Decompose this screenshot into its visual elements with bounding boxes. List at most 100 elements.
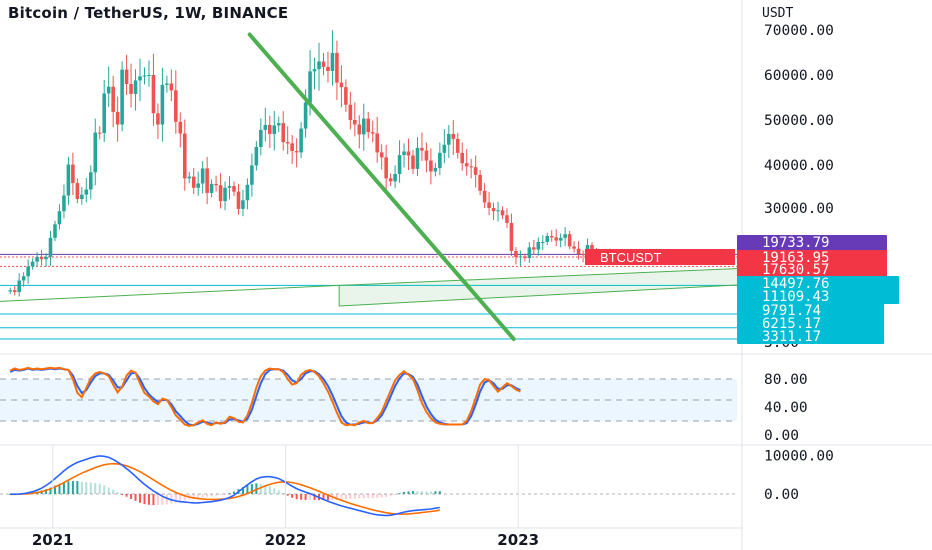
- candle: [250, 165, 254, 185]
- price-axis-tick: 60000.00: [764, 68, 834, 84]
- candle: [48, 237, 53, 257]
- candle: [509, 222, 514, 251]
- macd-histogram-bar: [344, 494, 347, 500]
- candle: [200, 168, 205, 184]
- candle: [388, 178, 393, 182]
- macd-histogram-bar: [407, 491, 410, 494]
- price-axis-tick: 50000.00: [764, 113, 834, 129]
- candle: [415, 147, 420, 169]
- macd-histogram-bar: [313, 494, 316, 501]
- macd-histogram-bar: [286, 494, 289, 496]
- macd-histogram-bar: [371, 494, 374, 499]
- level-label: 3311.17: [762, 329, 821, 345]
- macd-histogram-bar: [215, 494, 218, 496]
- candle: [276, 123, 281, 126]
- price-axis-tick: 30000.00: [764, 201, 834, 217]
- candle: [290, 143, 294, 152]
- candle: [500, 210, 505, 216]
- candle: [397, 155, 402, 175]
- candle: [268, 124, 272, 134]
- candle: [554, 237, 558, 241]
- macd-histogram-bar: [353, 494, 356, 499]
- candle: [567, 234, 572, 247]
- stoch-axis-tick: 40.00: [764, 400, 808, 416]
- macd-histogram-bar: [425, 491, 428, 494]
- candle: [321, 61, 326, 67]
- candle: [294, 151, 299, 153]
- candle: [317, 61, 321, 70]
- candle: [160, 84, 165, 125]
- candle: [236, 191, 241, 209]
- candle: [375, 133, 379, 153]
- candle: [285, 142, 290, 144]
- macd-histogram-bar: [300, 494, 303, 500]
- candle: [57, 211, 62, 225]
- macd-histogram-bar: [335, 494, 338, 500]
- macd-histogram-bar: [376, 494, 379, 498]
- macd-histogram-bar: [394, 494, 397, 495]
- level-label-bg: [737, 329, 884, 344]
- macd-histogram-bar: [170, 494, 173, 504]
- candle: [124, 69, 129, 84]
- macd-histogram-bar: [206, 494, 209, 497]
- channel-lower-line: [339, 284, 743, 307]
- level-label-bg: [737, 276, 899, 291]
- level-label: 11109.43: [762, 289, 829, 305]
- candle: [532, 247, 536, 250]
- candle: [572, 246, 576, 249]
- candle: [357, 124, 362, 135]
- macd-histogram-bar: [438, 491, 441, 494]
- candle: [214, 183, 218, 186]
- level-label: 9791.74: [762, 303, 821, 319]
- candle: [44, 256, 48, 260]
- level-label-bg: [737, 235, 887, 250]
- macd-histogram-bar: [134, 494, 137, 501]
- candle: [227, 186, 232, 188]
- candle: [438, 152, 442, 169]
- candle: [133, 80, 138, 94]
- macd-histogram-bar: [49, 487, 52, 494]
- candle: [259, 129, 263, 147]
- macd-histogram-bar: [250, 484, 253, 494]
- macd-histogram-bar: [403, 491, 406, 494]
- candle: [35, 256, 39, 262]
- candle: [420, 147, 424, 151]
- candle: [581, 254, 585, 256]
- candle: [366, 118, 371, 133]
- macd-histogram-bar: [429, 491, 432, 494]
- symbol-label: BTCUSDT: [600, 250, 661, 265]
- macd-histogram-bar: [219, 494, 222, 495]
- macd-histogram-bar: [398, 493, 401, 495]
- candle: [411, 155, 415, 169]
- macd-histogram-bar: [116, 492, 119, 494]
- candle: [370, 132, 375, 134]
- candle: [30, 261, 35, 267]
- candle: [75, 183, 80, 199]
- macd-histogram-bar: [362, 494, 365, 499]
- level-label-bg: [737, 316, 884, 331]
- macd-axis-tick: 10000.00: [764, 449, 834, 465]
- candle: [218, 185, 223, 202]
- candle: [330, 52, 335, 71]
- macd-histogram-bar: [232, 491, 235, 494]
- candle: [254, 147, 259, 166]
- stoch-axis-tick: 80.00: [764, 372, 808, 388]
- macd-histogram-bar: [143, 494, 146, 505]
- macd-histogram-bar: [326, 494, 329, 501]
- channel-upper-line: [339, 267, 743, 286]
- macd-histogram-bar: [389, 494, 392, 496]
- level-label-bg: [737, 262, 887, 277]
- candle: [433, 168, 438, 172]
- stoch-axis-tick: 0.00: [764, 428, 799, 444]
- candle: [402, 151, 406, 156]
- macd-histogram-bar: [246, 485, 249, 494]
- macd-histogram-bar: [53, 485, 56, 494]
- macd-histogram-bar: [349, 494, 352, 499]
- candle: [406, 151, 411, 156]
- macd-histogram-bar: [197, 494, 200, 499]
- macd-histogram-bar: [277, 490, 280, 494]
- candle: [505, 215, 509, 223]
- candle: [335, 52, 339, 83]
